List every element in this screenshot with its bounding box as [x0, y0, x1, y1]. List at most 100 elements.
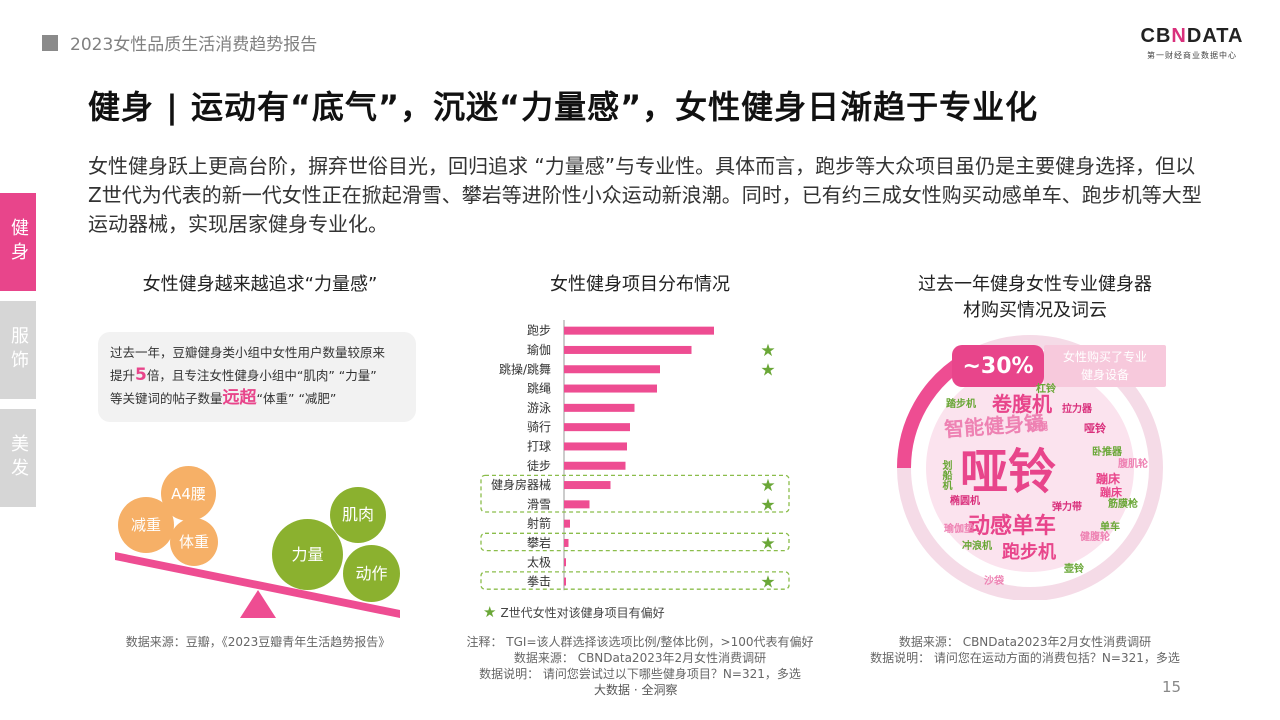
category-label: 滑雪 [527, 497, 551, 511]
circle-power: 力量 [272, 519, 343, 590]
side-tab-fitness[interactable]: 健身 [0, 193, 36, 291]
bar [564, 403, 635, 412]
category-label: 跑步 [527, 324, 551, 338]
circle-a4-waist: A4腰 [161, 466, 216, 521]
bar [564, 461, 626, 470]
bar [564, 345, 692, 354]
preference-highlight-box [480, 571, 790, 590]
preference-star-icon: ★ [760, 573, 775, 593]
preference-star-icon: ★ [760, 341, 775, 361]
right-source: 数据来源： CBNData2023年2月女性消费调研 数据说明： 请问您在运动方… [870, 635, 1180, 665]
wc-word: 单车 [1100, 522, 1120, 533]
wc-word: 哑铃 [960, 444, 1057, 500]
wc-word: 健腹轮 [1080, 532, 1110, 543]
category-label: 徒步 [527, 459, 551, 473]
category-label: 打球 [527, 439, 551, 453]
preference-star-icon: ★ [760, 534, 775, 554]
wc-word: 拉力器 [1062, 404, 1092, 415]
category-label: 骑行 [527, 420, 551, 434]
logo-brand: CBNDATA [1140, 25, 1244, 47]
wc-word: 蹦床 [1100, 486, 1122, 499]
category-label: 游泳 [527, 401, 551, 415]
wc-word: 跳绳 [1028, 422, 1048, 433]
category-label: 健身房器械 [491, 477, 551, 492]
preference-star-icon: ★ [760, 476, 775, 496]
quote-line-1: 过去一年，豆瓣健身类小组中女性用户数量较原来 [110, 345, 386, 360]
wc-word: 卷腹机 [992, 392, 1052, 416]
preference-highlight-box [480, 532, 790, 552]
bar [564, 558, 566, 567]
percent-note: 女性购买了专业 健身设备 [1044, 345, 1166, 387]
quote-highlight-5: 5 [135, 365, 147, 385]
wc-word: 椭圆机 [950, 496, 980, 507]
bar [564, 538, 569, 547]
right-panel-title: 过去一年健身女性专业健身器 材购买情况及词云 [918, 274, 1152, 321]
category-label: 射箭 [527, 516, 551, 531]
left-source: 数据来源：豆瓣，《2023豆瓣青年生活趋势报告》 [125, 635, 391, 649]
seesaw-fulcrum [240, 590, 276, 618]
bar [564, 384, 657, 393]
report-header: 2023女性品质生活消费趋势报告 [42, 30, 317, 55]
note-tgi: 注释： TGI=该人群选择该选项比例/整体比例，>100代表有偏好 [466, 635, 814, 649]
bar [564, 519, 570, 528]
quote-line-3: 等关键词的帖子数量远超“体重” “减肥” [110, 388, 337, 408]
side-tab-apparel[interactable]: 服饰 [0, 301, 36, 399]
logo-tagline: 第一财经商业数据中心 [1147, 51, 1237, 60]
wc-word: 瑜伽垫 [944, 524, 974, 535]
header-square-icon [42, 34, 58, 51]
category-label: 攀岩 [527, 535, 551, 550]
wc-word: 筋膜枪 [1108, 499, 1138, 510]
cbndata-logo: CBNDATA 第一财经商业数据中心 [1140, 25, 1244, 61]
report-title: 2023女性品质生活消费趋势报告 [70, 35, 318, 55]
circle-movement: 动作 [343, 545, 400, 602]
preference-highlight-box [480, 474, 790, 513]
legend-star-icon: ★ [483, 603, 497, 621]
wc-word: 蹦床 [1096, 472, 1121, 486]
wc-word: 沙袋 [984, 576, 1004, 587]
category-label: 跳绳 [527, 382, 551, 396]
category-label: 跳操/跳舞 [499, 361, 551, 376]
left-panel-title: 女性健身越来越追求“力量感” [142, 274, 378, 295]
middle-note: 注释： TGI=该人群选择该选项比例/整体比例，>100代表有偏好 数据来源： … [455, 634, 825, 682]
wc-word: 杠铃 [1036, 384, 1056, 395]
note-source: 数据来源： CBNData2023年2月女性消费调研 [513, 651, 767, 665]
chart-legend: ★ Z世代女性对该健身项目有偏好 [483, 603, 665, 621]
wc-word: 动感单车 [968, 514, 1057, 539]
quote-box: 过去一年，豆瓣健身类小组中女性用户数量较原来 提升5倍，且专注女性健身小组中“肌… [98, 332, 416, 422]
wc-word: 跑步机 [1002, 542, 1056, 563]
preference-star-icon: ★ [760, 360, 775, 380]
bar [564, 481, 611, 490]
circle-body-weight: 体重 [170, 518, 218, 566]
page-title: 健身 | 运动有“底气”，沉迷“力量感”，女性健身日渐趋于专业化 [88, 88, 1039, 126]
preference-star-icon: ★ [760, 495, 775, 515]
wc-word: 踏步机 [946, 399, 976, 410]
bar [564, 423, 630, 432]
intro-paragraph: 女性健身跃上更高台阶，摒弃世俗目光，回归追求 “力量感”与专业性。具体而言，跑步… [88, 154, 1202, 236]
quote-line-2: 提升5倍，且专注女性健身小组中“肌肉” “力量” [110, 365, 377, 385]
bar [564, 577, 566, 586]
category-label: 瑜伽 [527, 342, 551, 357]
circle-muscle: 肌肉 [330, 487, 386, 543]
category-label: 拳击 [527, 574, 551, 589]
word-cloud-bg [926, 364, 1134, 572]
bar [564, 365, 660, 374]
quote-highlight-far: 远超 [222, 388, 257, 408]
wc-word: 弹力带 [1052, 502, 1082, 513]
page-number: 15 [1162, 678, 1182, 696]
note-description: 数据说明： 请问您尝试过以下哪些健身项目？N=321，多选 [479, 667, 801, 681]
wc-word: 划船机 [940, 460, 951, 490]
legend-label: Z世代女性对该健身项目有偏好 [500, 605, 665, 620]
percent-badge: ~30% [952, 345, 1044, 387]
bar [564, 500, 590, 509]
wc-word: 壶铃 [1064, 564, 1084, 575]
seesaw-beam [115, 552, 400, 618]
wc-word: 卧推器 [1092, 447, 1122, 458]
side-tabs: 健身 服饰 美发 [0, 193, 36, 517]
bar [564, 326, 714, 335]
wc-word: 冲浪机 [962, 541, 992, 552]
side-tab-hair[interactable]: 美发 [0, 409, 36, 507]
seesaw-illustration [115, 552, 400, 618]
footer-brand: 大数据 · 全洞察 [594, 683, 678, 697]
bar [564, 442, 627, 451]
